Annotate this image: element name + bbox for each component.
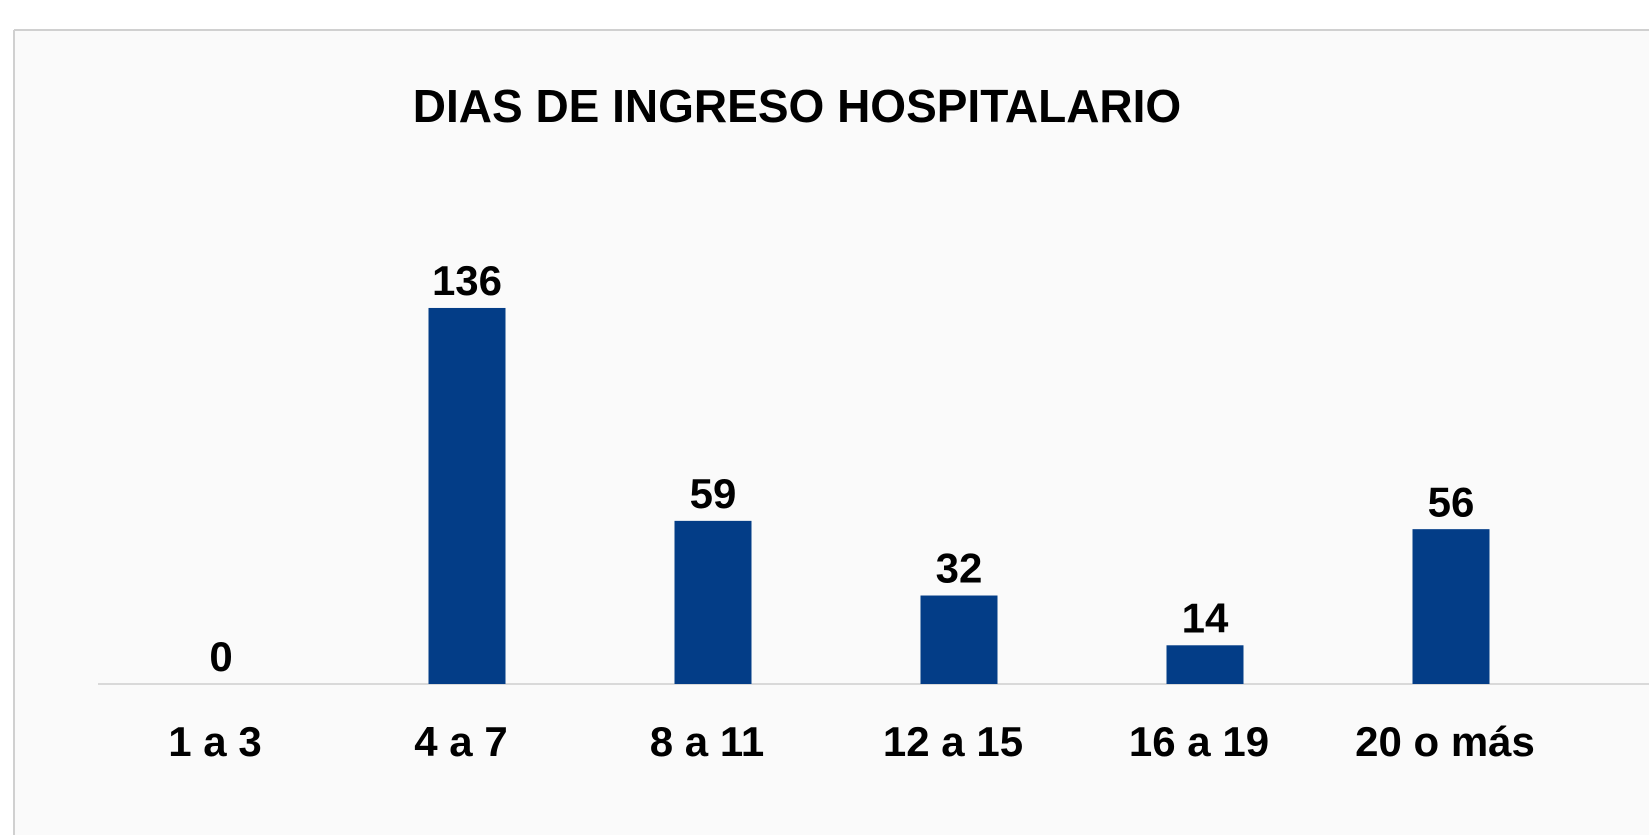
value-label: 59 xyxy=(690,470,737,517)
x-tick-label: 1 a 3 xyxy=(168,718,261,765)
chart-title: DIAS DE INGRESO HOSPITALARIO xyxy=(413,80,1181,132)
x-tick-label: 12 a 15 xyxy=(883,718,1023,765)
value-label: 0 xyxy=(209,633,232,680)
x-tick-label: 4 a 7 xyxy=(414,718,507,765)
value-label: 32 xyxy=(936,545,983,592)
bar xyxy=(674,520,752,684)
x-tick-label: 16 a 19 xyxy=(1129,718,1269,765)
value-label: 14 xyxy=(1182,594,1229,641)
bar xyxy=(920,595,998,684)
bar xyxy=(1412,529,1490,684)
bar xyxy=(1166,645,1244,684)
chart-area xyxy=(14,30,1649,835)
value-label: 136 xyxy=(432,257,502,304)
x-tick-label: 20 o más xyxy=(1355,718,1535,765)
x-tick-label: 8 a 11 xyxy=(650,718,764,765)
value-label: 56 xyxy=(1428,478,1475,525)
bar xyxy=(428,307,506,684)
